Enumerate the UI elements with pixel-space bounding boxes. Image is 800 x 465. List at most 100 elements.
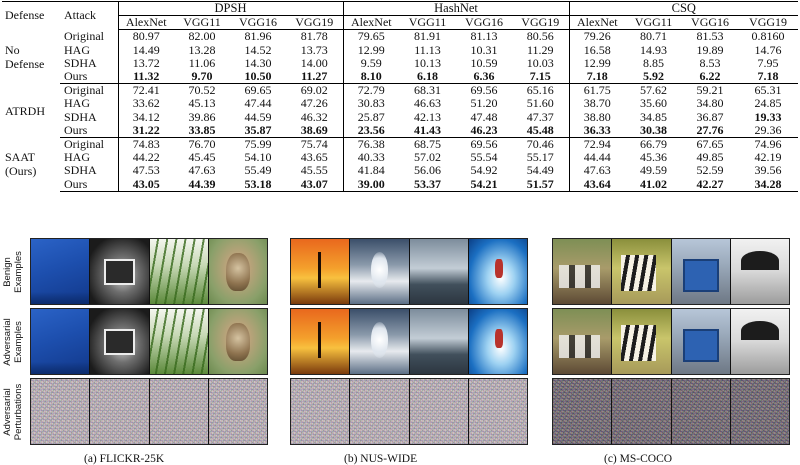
benign-image bbox=[90, 239, 150, 304]
value-cell: 11.27 bbox=[286, 70, 344, 85]
value-cell: 76.38 bbox=[342, 137, 400, 152]
value-cell: 41.43 bbox=[399, 123, 457, 138]
value-cell: 23.56 bbox=[342, 123, 400, 138]
attack-label: SDHA bbox=[64, 163, 97, 178]
benign-image bbox=[409, 239, 469, 304]
value-cell: 6.22 bbox=[682, 70, 739, 85]
value-cell: 45.13 bbox=[188, 96, 216, 111]
value-cell: 68.75 bbox=[414, 136, 442, 151]
value-cell: 12.99 bbox=[342, 43, 400, 57]
value-cell: 42.27 bbox=[682, 177, 739, 192]
value-cell: 47.63 bbox=[568, 164, 626, 178]
table-row: HAG 33.62 45.13 47.44 47.26 30.83 46.63 51.20 51… bbox=[2, 96, 798, 111]
value-cell: 34.28 bbox=[738, 177, 799, 192]
perturbation-image bbox=[350, 379, 410, 444]
table-row: SDHA 34.12 39.86 44.59 46.32 25.87 42.13 47.48 4… bbox=[2, 109, 798, 124]
value-cell: 11.06 bbox=[188, 55, 216, 70]
image-strip bbox=[552, 308, 790, 375]
model-header: VGG16 bbox=[230, 15, 286, 31]
table-row: ATRDH Original 72.41 70.52 69.65 69.02 72.79 68… bbox=[2, 83, 798, 117]
attack-header: Attack bbox=[60, 0, 118, 30]
image-strip bbox=[30, 238, 268, 305]
value-cell: 44.22 bbox=[117, 151, 174, 165]
value-cell: 11.13 bbox=[414, 42, 441, 57]
value-cell: 59.21 bbox=[696, 83, 724, 98]
value-cell: 0.8160 bbox=[751, 29, 785, 44]
row-label: Benign Examples bbox=[2, 251, 24, 293]
value-cell: 13.28 bbox=[188, 42, 216, 57]
attack-label: Ours bbox=[60, 70, 118, 85]
value-cell: 10.03 bbox=[526, 55, 554, 70]
image-strip bbox=[552, 378, 790, 445]
model-header: VGG19 bbox=[286, 15, 344, 31]
value-cell: 69.65 bbox=[244, 83, 272, 98]
attack-label: Original bbox=[64, 83, 104, 98]
value-cell: 55.49 bbox=[244, 163, 272, 178]
value-cell: 82.00 bbox=[188, 29, 216, 44]
value-cell: 81.53 bbox=[696, 29, 724, 44]
group-header-hashnet: HashNet bbox=[342, 0, 570, 16]
value-cell: 34.85 bbox=[640, 109, 668, 124]
image-strip bbox=[552, 238, 790, 305]
value-cell: 8.85 bbox=[643, 55, 665, 70]
value-cell: 19.89 bbox=[696, 42, 724, 57]
group-header-csq: CSQ bbox=[568, 0, 799, 16]
table-row: Ours 31.22 33.85 35.87 38.69 23.56 41.43 46.23 4… bbox=[2, 123, 799, 138]
value-cell: 35.87 bbox=[230, 123, 286, 138]
value-cell: 75.74 bbox=[300, 136, 328, 151]
value-cell: 45.45 bbox=[188, 150, 216, 165]
value-cell: 16.58 bbox=[568, 43, 626, 57]
value-cell: 79.26 bbox=[568, 29, 626, 44]
model-header: VGG11 bbox=[399, 15, 457, 31]
perturbation-image bbox=[31, 379, 91, 444]
model-header: VGG11 bbox=[625, 15, 683, 31]
value-cell: 11.29 bbox=[527, 42, 554, 57]
value-cell: 45.48 bbox=[512, 123, 570, 138]
value-cell: 69.56 bbox=[470, 136, 498, 151]
value-cell: 43.05 bbox=[117, 177, 174, 192]
value-cell: 41.84 bbox=[342, 164, 400, 178]
value-cell: 80.97 bbox=[117, 29, 174, 44]
value-cell: 49.59 bbox=[640, 163, 668, 178]
value-cell: 10.31 bbox=[470, 42, 498, 57]
benign-image bbox=[468, 239, 527, 304]
value-cell: 10.13 bbox=[414, 55, 442, 70]
model-header: VGG19 bbox=[512, 15, 570, 31]
benign-image bbox=[730, 239, 789, 304]
value-cell: 47.37 bbox=[526, 109, 554, 124]
value-cell: 80.71 bbox=[640, 29, 668, 44]
value-cell: 52.59 bbox=[696, 163, 724, 178]
value-cell: 61.75 bbox=[568, 83, 626, 98]
value-cell: 44.44 bbox=[568, 151, 626, 165]
value-cell: 10.59 bbox=[470, 55, 498, 70]
value-cell: 72.79 bbox=[342, 83, 400, 98]
value-cell: 51.60 bbox=[526, 96, 554, 111]
adversarial-image bbox=[409, 309, 469, 374]
adversarial-image bbox=[671, 309, 731, 374]
value-cell: 8.53 bbox=[699, 55, 721, 70]
value-cell: 14.30 bbox=[244, 55, 272, 70]
adversarial-image bbox=[350, 309, 410, 374]
value-cell: 14.49 bbox=[117, 43, 174, 57]
row-label: Adversarial Examples bbox=[2, 318, 24, 366]
value-cell: 69.56 bbox=[470, 83, 498, 98]
results-table: Defense Attack DPSH HashNet CSQ AlexNet … bbox=[2, 0, 799, 192]
table-row: SDHA 47.53 47.63 55.49 45.55 41.84 56.06 54.92 5… bbox=[2, 163, 798, 178]
value-cell: 81.13 bbox=[470, 29, 498, 44]
benign-image bbox=[612, 239, 672, 304]
value-cell: 80.56 bbox=[526, 29, 554, 44]
adversarial-image bbox=[291, 309, 351, 374]
value-cell: 19.33 bbox=[754, 109, 782, 124]
perturbation-image bbox=[612, 379, 672, 444]
value-cell: 13.73 bbox=[300, 42, 328, 57]
adversarial-image bbox=[468, 309, 527, 374]
value-cell: 74.96 bbox=[754, 136, 782, 151]
benign-image bbox=[291, 239, 351, 304]
value-cell: 42.13 bbox=[414, 109, 442, 124]
value-cell: 72.41 bbox=[117, 83, 174, 98]
attack-label: SDHA bbox=[64, 109, 97, 124]
value-cell: 57.62 bbox=[640, 83, 668, 98]
panel-caption: (a) FLICKR-25K bbox=[84, 453, 165, 465]
perturbation-image bbox=[291, 379, 351, 444]
value-cell: 81.78 bbox=[300, 29, 328, 44]
